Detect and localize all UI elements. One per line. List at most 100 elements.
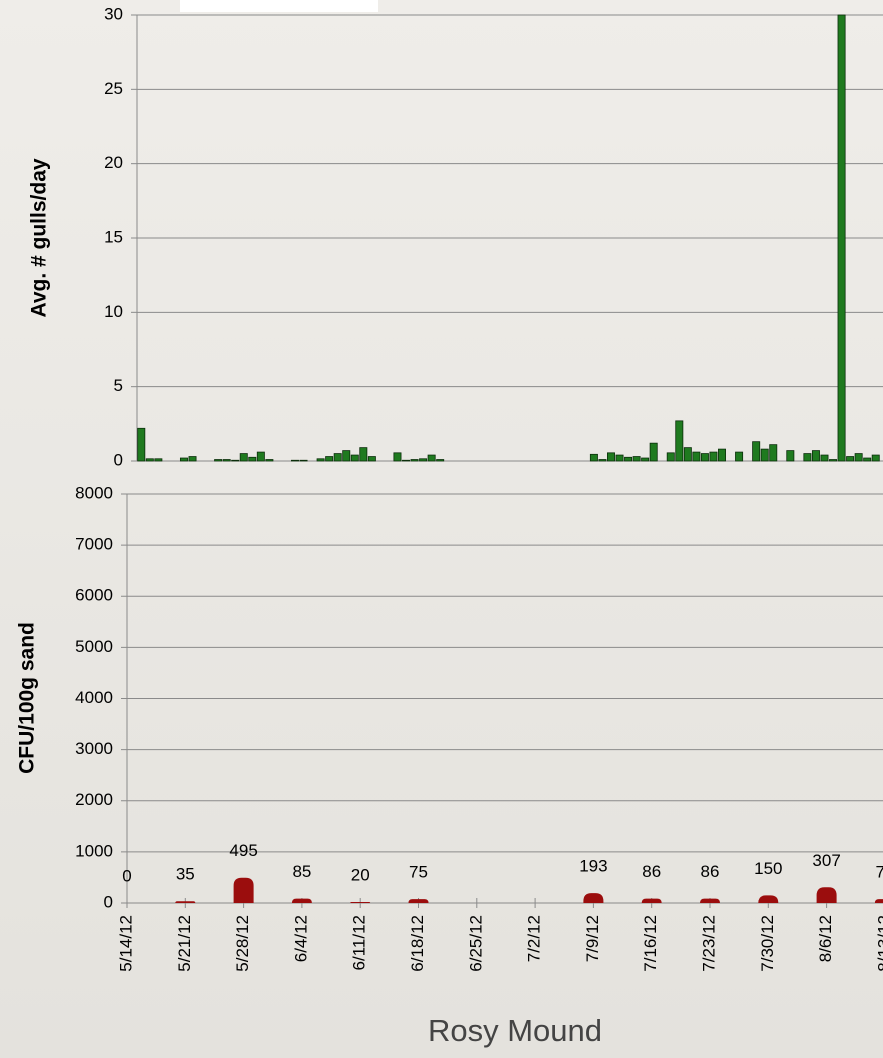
x-tick-label: 5/28/12 (233, 915, 252, 972)
bar (692, 451, 701, 462)
y-axis-title: Avg. # gulls/day (28, 158, 51, 317)
x-tick-label: 7/23/12 (699, 915, 718, 972)
bar (649, 442, 658, 462)
bar (256, 451, 265, 462)
bar (758, 895, 779, 903)
data-label: 86 (701, 862, 720, 881)
x-tick-label: 5/14/12 (116, 915, 135, 972)
bar (846, 456, 855, 462)
bar (641, 457, 650, 462)
bar (700, 898, 720, 903)
y-tick-label: 3000 (75, 739, 113, 758)
bar (316, 458, 325, 462)
bar (359, 447, 368, 462)
bar (408, 899, 429, 903)
data-label: 86 (642, 862, 661, 881)
bar (291, 459, 299, 462)
bar (137, 427, 146, 462)
bar (874, 899, 883, 903)
x-tick-label: 8/13/12 (874, 915, 883, 972)
y-tick-label: 10 (104, 302, 123, 321)
bar (410, 459, 419, 462)
x-axis-title: Rosy Mound (428, 1013, 602, 1048)
bar (299, 459, 308, 462)
bar (589, 453, 598, 462)
bar (854, 453, 863, 462)
bar (615, 454, 624, 462)
bar (393, 452, 402, 462)
bar (811, 450, 820, 462)
y-tick-label: 8000 (75, 483, 113, 502)
bar (598, 459, 607, 462)
x-tick-label: 7/16/12 (641, 915, 660, 972)
bar (683, 447, 692, 462)
bar (154, 458, 163, 462)
x-tick-label: 6/18/12 (408, 915, 427, 972)
bar (233, 877, 254, 903)
data-label: 75 (875, 863, 883, 882)
bar (436, 459, 445, 462)
bar (718, 448, 726, 462)
y-tick-label: 6000 (75, 586, 113, 605)
bar (402, 459, 411, 462)
bar (786, 450, 795, 462)
data-label: 307 (812, 851, 840, 870)
y-tick-label: 5 (114, 376, 123, 395)
bar (291, 898, 312, 903)
bar (427, 454, 436, 462)
x-tick-label: 6/25/12 (466, 915, 485, 972)
data-label: 35 (176, 865, 195, 884)
bar (871, 454, 880, 462)
bar (248, 456, 257, 462)
bar (239, 453, 248, 462)
x-tick-label: 6/11/12 (350, 915, 369, 970)
legend-box (180, 0, 378, 12)
x-tick-label: 7/30/12 (758, 915, 777, 972)
bar (333, 453, 342, 462)
bar (624, 456, 633, 462)
bar (188, 456, 197, 462)
x-tick-label: 7/9/12 (583, 915, 602, 962)
y-tick-label: 15 (104, 227, 123, 246)
data-label: 85 (292, 862, 311, 881)
bar (863, 457, 872, 462)
bar (145, 458, 154, 462)
bar (666, 452, 675, 462)
bar (222, 459, 231, 462)
bar (265, 459, 274, 462)
bar (820, 454, 829, 462)
y-tick-label: 2000 (75, 790, 113, 809)
bar (709, 451, 718, 462)
bar (367, 456, 376, 462)
data-label: 193 (579, 857, 607, 876)
bar (700, 453, 709, 462)
y-tick-label: 4000 (75, 688, 113, 707)
bar (583, 893, 604, 903)
y-tick-label: 7000 (75, 535, 113, 554)
bar (231, 459, 240, 462)
x-tick-label: 7/2/12 (525, 915, 544, 962)
y-tick-label: 30 (104, 4, 123, 23)
bar (214, 459, 223, 462)
bar (419, 458, 428, 462)
bar (632, 456, 641, 462)
y-tick-label: 1000 (75, 841, 113, 860)
bar (175, 901, 196, 903)
bar (769, 444, 778, 462)
data-label: 150 (754, 859, 782, 878)
y-tick-label: 0 (114, 450, 123, 469)
x-tick-label: 8/6/12 (816, 915, 835, 962)
bar (675, 420, 684, 462)
bar (179, 457, 188, 462)
bar (641, 898, 662, 903)
bar (350, 901, 371, 903)
y-tick-label: 0 (104, 892, 113, 911)
data-label: 495 (229, 841, 257, 860)
bar (837, 14, 846, 462)
bar (735, 451, 744, 462)
data-label: 20 (351, 865, 370, 884)
data-label: 75 (409, 863, 428, 882)
y-tick-label: 20 (104, 153, 123, 172)
